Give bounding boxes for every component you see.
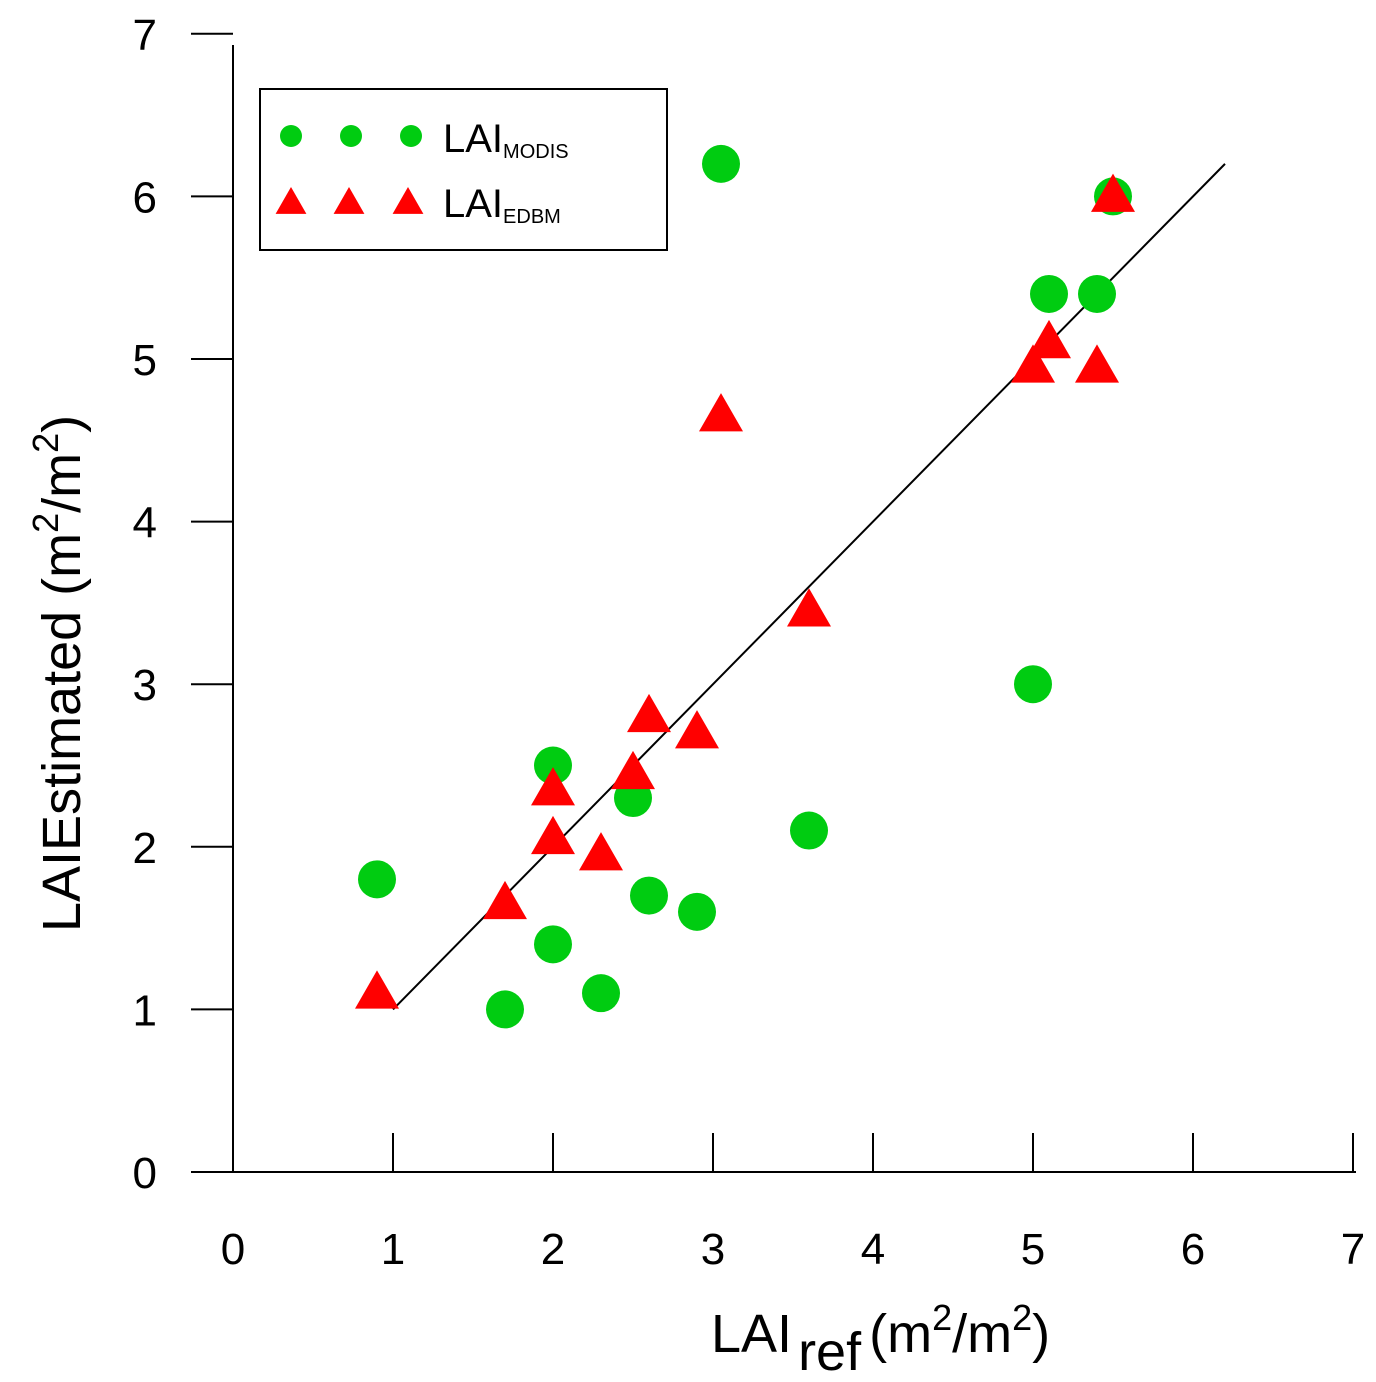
x-axis-title: LAI ref (m2/m2): [711, 1297, 1050, 1382]
y-tick-label: 3: [133, 661, 157, 710]
point-modis: [1030, 274, 1068, 313]
legend-box: [259, 88, 668, 251]
y-axis-title: LAIEstimated (m2/m2): [25, 415, 92, 932]
point-edbm: [483, 880, 527, 920]
legend-marker-edbm: [333, 187, 365, 214]
y-tick-label: 0: [133, 1149, 157, 1198]
y-tick-label: 7: [133, 11, 157, 60]
point-modis: [678, 892, 716, 931]
x-tick-label: 4: [861, 1225, 885, 1274]
point-modis: [790, 811, 828, 850]
point-modis: [1078, 274, 1116, 313]
point-edbm: [699, 393, 743, 432]
point-modis: [358, 860, 396, 899]
x-tick-label: 7: [1341, 1225, 1365, 1274]
point-edbm: [1027, 319, 1071, 359]
y-tick-label: 6: [133, 173, 157, 222]
y-axis-ticks: 0 1 2 3 4 5 6 7: [133, 11, 233, 1198]
series-edbm: [355, 173, 1135, 1009]
y-tick-label: 5: [133, 336, 157, 385]
legend-markers: [275, 125, 424, 214]
legend-marker-modis: [280, 125, 302, 147]
point-edbm: [355, 970, 399, 1009]
y-tick-label: 1: [133, 986, 157, 1035]
legend-marker-edbm: [275, 187, 307, 214]
legend-label-edbm: LAIEDBM: [443, 182, 561, 228]
y-tick-label: 2: [133, 824, 157, 873]
x-tick-label: 3: [701, 1225, 725, 1274]
point-edbm: [531, 767, 575, 806]
point-edbm: [627, 693, 671, 733]
x-tick-label: 5: [1021, 1225, 1045, 1274]
point-edbm: [531, 815, 575, 855]
point-modis: [534, 925, 572, 964]
point-edbm: [579, 832, 623, 871]
x-axis-ticks: 0 1 2 3 4 5 6 7: [221, 1133, 1365, 1274]
legend-marker-modis: [400, 125, 422, 147]
point-edbm: [611, 750, 655, 790]
point-edbm: [675, 710, 719, 749]
point-modis: [486, 990, 524, 1029]
x-tick-label: 2: [541, 1225, 565, 1274]
legend: LAIMODIS LAIEDBM: [259, 88, 668, 251]
point-modis: [582, 974, 620, 1013]
y-tick-label: 4: [133, 499, 157, 548]
legend-marker-edbm: [392, 187, 424, 214]
point-modis: [630, 876, 668, 915]
data-series: [355, 144, 1135, 1029]
point-edbm: [1075, 344, 1119, 383]
point-edbm: [1091, 173, 1135, 212]
x-tick-label: 0: [221, 1225, 245, 1274]
point-edbm: [1011, 344, 1055, 383]
point-modis: [534, 746, 572, 785]
x-tick-label: 1: [381, 1225, 405, 1274]
legend-marker-modis: [340, 125, 362, 147]
legend-label-modis: LAIMODIS: [443, 117, 569, 163]
series-modis: [358, 144, 1132, 1029]
x-tick-label: 6: [1181, 1225, 1205, 1274]
point-edbm: [787, 588, 831, 627]
point-modis: [702, 144, 740, 183]
point-modis: [1014, 665, 1052, 704]
